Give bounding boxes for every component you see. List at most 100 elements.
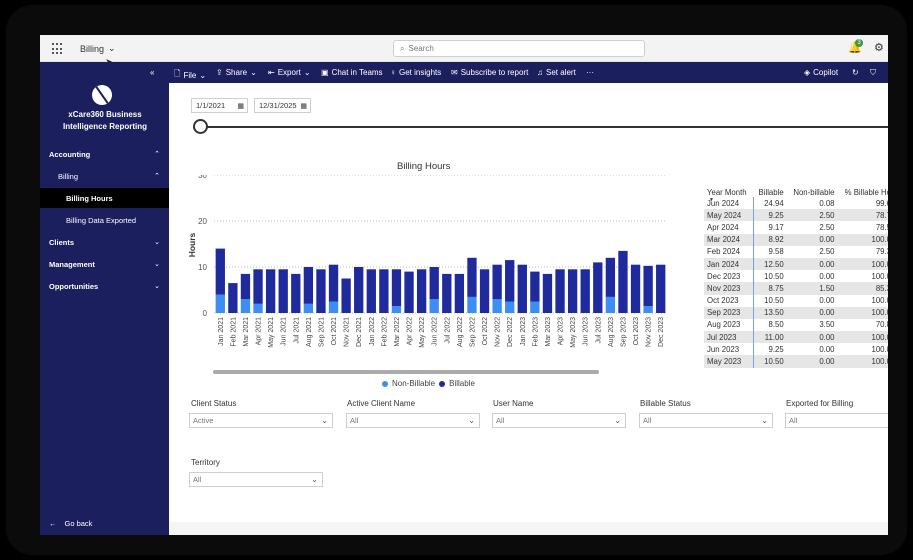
table-row[interactable]: Jun 2023 9.25 0.00 100.0 xyxy=(704,343,888,356)
end-date-value: 12/31/2025 xyxy=(259,101,297,110)
legend-swatch-billable xyxy=(439,380,446,387)
bar-billable xyxy=(643,265,653,307)
billing-hours-chart[interactable]: 0 10 20 30 Hours Jan 2021 Feb 2021 Mar 2021 Apr … xyxy=(169,175,679,375)
dropdown-value: All xyxy=(643,416,652,425)
gear-icon[interactable]: ⚙ xyxy=(874,42,884,54)
dropdown-value: All xyxy=(496,416,505,425)
nav-management[interactable]: Management ⌄ xyxy=(40,254,169,274)
date-range-slider-track[interactable] xyxy=(202,126,888,128)
billable-status-label: Billable Status xyxy=(640,399,691,408)
bar-nonbillable xyxy=(605,296,616,313)
y-tick-label: 0 xyxy=(203,309,208,318)
file-menu[interactable]: 🗋 File ⌄ xyxy=(174,68,206,82)
column-header[interactable]: % Billable Ho xyxy=(844,188,888,197)
legend-nonbillable[interactable]: Non-Billable xyxy=(392,379,436,388)
table-cell: 13.50 xyxy=(753,306,787,319)
table-row[interactable]: Feb 2024 9.58 2.50 79.3 xyxy=(704,245,888,258)
subscribe-button[interactable]: ✉ Subscribe to report xyxy=(451,68,528,77)
end-date-input[interactable]: 12/31/2025 ▦ xyxy=(254,98,311,113)
x-tick-label: Dec 2023 xyxy=(658,317,665,347)
column-header[interactable]: Non-billable xyxy=(793,188,835,197)
bar-billable xyxy=(442,273,452,313)
x-tick-label: Feb 2023 xyxy=(532,317,539,347)
bar-billable xyxy=(580,269,590,313)
table-cell: 70.8 xyxy=(875,320,888,330)
go-back-button[interactable]: ← Go back xyxy=(49,519,92,528)
table-row[interactable]: Apr 2024 9.17 2.50 78.5 xyxy=(704,221,888,234)
exported-for-billing-label: Exported for Billing xyxy=(786,399,854,408)
bar-billable xyxy=(517,264,527,313)
territory-dropdown[interactable]: All ⌄ xyxy=(189,472,323,487)
table-cell: Apr 2024 xyxy=(704,221,754,234)
bar-nonbillable xyxy=(391,306,402,313)
nav-clients[interactable]: Clients ⌄ xyxy=(40,232,169,252)
x-tick-label: Oct 2021 xyxy=(331,317,338,346)
billable-status-dropdown[interactable]: All ⌄ xyxy=(639,413,773,428)
bookmark-icon[interactable]: ⛉ xyxy=(870,68,876,77)
user-name-dropdown[interactable]: All ⌄ xyxy=(492,413,626,428)
x-tick-label: Jul 2022 xyxy=(444,317,451,344)
insights-label: Get insights xyxy=(399,68,442,77)
copilot-button[interactable]: ◈ Copilot xyxy=(804,68,838,77)
bar-billable xyxy=(228,283,238,313)
table-cell: Jun 2023 xyxy=(704,343,754,356)
breadcrumb-label: Billing xyxy=(80,43,105,54)
refresh-icon[interactable]: ↻ xyxy=(852,68,859,77)
chart-scrollbar[interactable] xyxy=(213,370,599,374)
alert-label: Set alert xyxy=(546,68,576,77)
nav-label: Billing xyxy=(58,171,79,181)
column-header[interactable]: Year Month xyxy=(707,188,747,197)
more-options-button[interactable]: ··· xyxy=(586,68,594,77)
exported-for-billing-dropdown[interactable]: All xyxy=(785,413,888,428)
table-cell: 0.00 xyxy=(786,257,838,271)
client-status-dropdown[interactable]: Active ⌄ xyxy=(189,413,333,428)
share-menu[interactable]: ⇪ Share ⌄ xyxy=(216,68,257,77)
get-insights-button[interactable]: ♀ Get insights xyxy=(390,68,441,77)
nav-opportunities[interactable]: Opportunities ⌄ xyxy=(40,276,169,296)
table-row[interactable]: Jun 2024 24.94 0.08 99.6 xyxy=(704,197,888,210)
search-input[interactable]: ⌕ Search xyxy=(393,40,645,57)
bar-billable xyxy=(429,267,439,300)
x-tick-label: Jul 2021 xyxy=(293,317,300,344)
bell-icon: ♫ xyxy=(537,68,543,77)
export-menu[interactable]: ⇤ Export ⌄ xyxy=(268,68,311,77)
set-alert-button[interactable]: ♫ Set alert xyxy=(537,68,576,77)
chevron-down-icon: ⌄ xyxy=(614,416,621,425)
start-date-input[interactable]: 1/1/2021 ▦ xyxy=(191,98,248,113)
lightbulb-icon: ♀ xyxy=(390,68,396,77)
table-cell: 0.00 xyxy=(786,306,838,319)
app-launcher-icon[interactable] xyxy=(52,43,64,55)
nav-billing[interactable]: Billing ⌃ xyxy=(40,166,169,186)
bar-billable xyxy=(656,264,666,313)
chat-in-teams-button[interactable]: ▣ Chat in Teams xyxy=(321,68,383,77)
nav-billing-data-exported[interactable]: Billing Data Exported xyxy=(40,210,169,230)
nav-billing-hours[interactable]: Billing Hours xyxy=(40,188,169,208)
breadcrumb[interactable]: Billing ⌄ xyxy=(80,43,116,54)
table-cell: 0.00 xyxy=(819,296,835,306)
table-row[interactable]: Aug 2023 8.50 3.50 70.8 xyxy=(704,318,888,332)
date-range-slider-handle[interactable] xyxy=(193,119,208,134)
table-row[interactable]: Dec 2023 10.50 0.00 100.0 xyxy=(704,270,888,283)
column-header[interactable]: Billable xyxy=(758,188,784,197)
table-row[interactable]: Oct 2023 10.50 0.00 100.0 xyxy=(704,294,888,307)
table-cell: 0.00 xyxy=(819,271,835,281)
bar-billable xyxy=(505,260,515,302)
table-cell: 8.92 xyxy=(753,233,787,246)
bar-billable xyxy=(278,269,288,313)
active-client-name-dropdown[interactable]: All ⌄ xyxy=(346,413,480,428)
collapse-nav-icon[interactable]: « xyxy=(150,68,155,77)
nav-accounting[interactable]: Accounting ⌃ xyxy=(40,144,169,164)
table-cell: 0.00 xyxy=(786,355,838,368)
chat-label: Chat in Teams xyxy=(331,68,383,77)
legend-billable[interactable]: Billable xyxy=(449,379,475,388)
chevron-down-icon: ⌄ xyxy=(108,43,116,53)
sidebar: xCare360 Business Intelligence Reporting… xyxy=(40,83,169,535)
table-cell: Feb 2024 xyxy=(704,245,754,258)
